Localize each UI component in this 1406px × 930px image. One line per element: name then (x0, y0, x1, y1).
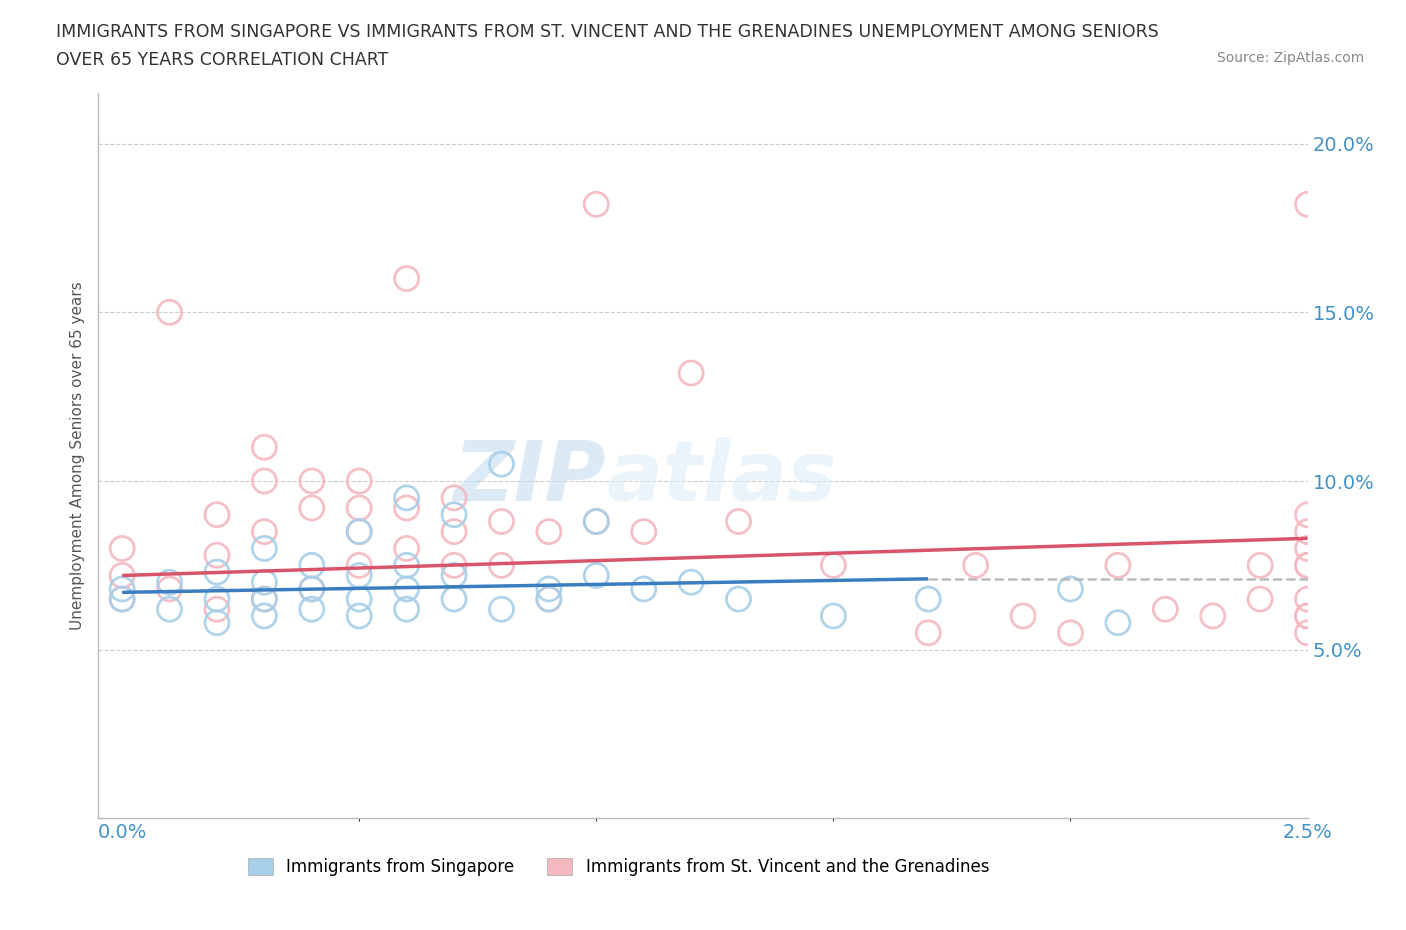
Point (159, 581, 181, 596)
Point (395, 500, 418, 515)
Point (965, 558, 987, 573)
Point (1154, 602, 1177, 617)
Point (111, 591, 134, 606)
Point (395, 581, 418, 596)
Point (205, 565, 228, 579)
Point (301, 500, 323, 515)
Point (1296, 591, 1319, 606)
Point (347, 568, 370, 583)
Point (491, 558, 513, 573)
Point (301, 558, 323, 573)
Point (1296, 558, 1319, 573)
Point (301, 581, 323, 596)
Point (537, 581, 560, 596)
Text: atlas: atlas (606, 437, 837, 518)
Point (301, 473, 323, 488)
Text: OVER 65 YEARS CORRELATION CHART: OVER 65 YEARS CORRELATION CHART (56, 51, 388, 69)
Point (253, 608, 276, 623)
Point (491, 457, 513, 472)
Point (253, 575, 276, 590)
Point (633, 525, 655, 539)
Point (585, 197, 607, 212)
Point (823, 608, 845, 623)
Point (823, 558, 845, 573)
Point (395, 272, 418, 286)
Point (681, 365, 703, 380)
Point (347, 525, 370, 539)
Legend: Immigrants from Singapore, Immigrants from St. Vincent and the Grenadines: Immigrants from Singapore, Immigrants fr… (240, 851, 995, 883)
Point (1296, 558, 1319, 573)
Point (253, 440, 276, 455)
Point (347, 608, 370, 623)
Point (1059, 625, 1081, 640)
Point (347, 473, 370, 488)
Point (917, 591, 939, 606)
Point (443, 525, 465, 539)
Point (205, 602, 228, 617)
Point (537, 591, 560, 606)
Point (1296, 608, 1319, 623)
Point (633, 581, 655, 596)
Point (1296, 608, 1319, 623)
Point (301, 581, 323, 596)
Y-axis label: Unemployment Among Seniors over 65 years: Unemployment Among Seniors over 65 years (70, 282, 86, 631)
Point (727, 591, 749, 606)
Point (111, 541, 134, 556)
Point (111, 581, 134, 596)
Point (1296, 541, 1319, 556)
Point (537, 591, 560, 606)
Point (159, 575, 181, 590)
Point (253, 591, 276, 606)
Point (253, 525, 276, 539)
Point (347, 558, 370, 573)
Point (443, 490, 465, 505)
Point (537, 525, 560, 539)
Point (1059, 581, 1081, 596)
Point (917, 625, 939, 640)
Point (347, 591, 370, 606)
Point (727, 514, 749, 529)
Point (253, 591, 276, 606)
Point (443, 558, 465, 573)
Point (681, 575, 703, 590)
Point (443, 591, 465, 606)
Point (585, 568, 607, 583)
Point (491, 514, 513, 529)
Point (111, 591, 134, 606)
Point (1296, 625, 1319, 640)
Point (253, 473, 276, 488)
Point (395, 541, 418, 556)
Point (1296, 525, 1319, 539)
Point (585, 514, 607, 529)
Point (1249, 591, 1271, 606)
Point (1012, 608, 1035, 623)
Point (585, 514, 607, 529)
Point (443, 568, 465, 583)
Point (159, 305, 181, 320)
Point (1296, 197, 1319, 212)
Point (159, 602, 181, 617)
Point (347, 525, 370, 539)
Point (205, 616, 228, 631)
Text: Source: ZipAtlas.com: Source: ZipAtlas.com (1216, 51, 1364, 65)
Point (1249, 558, 1271, 573)
Point (1296, 507, 1319, 522)
Point (1107, 558, 1129, 573)
Point (491, 602, 513, 617)
Point (205, 591, 228, 606)
Point (205, 507, 228, 522)
Point (1107, 616, 1129, 631)
Point (301, 602, 323, 617)
Point (347, 500, 370, 515)
Point (111, 568, 134, 583)
Point (395, 602, 418, 617)
Point (205, 548, 228, 563)
Point (443, 507, 465, 522)
Text: ZIP: ZIP (454, 437, 606, 518)
Point (1202, 608, 1225, 623)
Point (395, 558, 418, 573)
Point (253, 541, 276, 556)
Point (395, 490, 418, 505)
Text: IMMIGRANTS FROM SINGAPORE VS IMMIGRANTS FROM ST. VINCENT AND THE GRENADINES UNEM: IMMIGRANTS FROM SINGAPORE VS IMMIGRANTS … (56, 23, 1159, 41)
